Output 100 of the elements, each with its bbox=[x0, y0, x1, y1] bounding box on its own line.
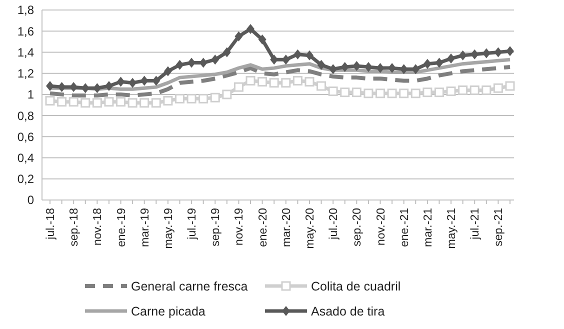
point bbox=[269, 78, 279, 88]
x-tick-label: nov.-19 bbox=[234, 208, 246, 246]
y-tick-label: 0,8 bbox=[17, 108, 34, 123]
point bbox=[292, 76, 302, 86]
x-tick-label: ene.-19 bbox=[116, 208, 128, 248]
point bbox=[128, 78, 137, 88]
point bbox=[93, 83, 102, 94]
point bbox=[410, 88, 420, 98]
x-tick-label: may.-20 bbox=[304, 208, 316, 249]
point bbox=[270, 54, 278, 65]
point bbox=[199, 58, 208, 68]
point bbox=[352, 88, 362, 98]
point bbox=[246, 24, 255, 34]
point bbox=[186, 94, 196, 104]
point bbox=[305, 50, 314, 60]
x-tick-label: mar.-20 bbox=[280, 208, 293, 247]
point bbox=[222, 90, 232, 100]
point bbox=[258, 77, 268, 87]
point bbox=[364, 62, 372, 72]
point bbox=[163, 96, 173, 106]
legend-label: General carne fresca bbox=[131, 279, 248, 294]
point bbox=[68, 97, 78, 107]
point bbox=[234, 31, 243, 42]
point bbox=[304, 77, 314, 87]
point bbox=[412, 64, 420, 74]
x-tick-label: may.-21 bbox=[446, 208, 458, 249]
y-tick-label: 0,6 bbox=[17, 130, 34, 144]
point bbox=[152, 76, 160, 86]
x-tick-label: sep.-21 bbox=[493, 208, 506, 246]
point bbox=[317, 60, 326, 70]
point bbox=[104, 81, 113, 91]
point bbox=[493, 83, 503, 93]
point bbox=[399, 88, 409, 98]
point bbox=[80, 98, 90, 108]
point bbox=[447, 54, 456, 64]
y-tick-label: 0 bbox=[27, 193, 34, 208]
point bbox=[92, 98, 102, 108]
point bbox=[282, 54, 290, 65]
x-tick-label: ene.-21 bbox=[398, 208, 411, 248]
point bbox=[340, 88, 350, 98]
point bbox=[198, 94, 208, 104]
point bbox=[470, 85, 480, 95]
y-tick-label: 1 bbox=[27, 88, 34, 102]
point bbox=[482, 48, 490, 58]
point bbox=[376, 88, 386, 98]
point bbox=[446, 86, 456, 96]
point bbox=[316, 81, 326, 91]
point bbox=[423, 58, 432, 69]
point bbox=[210, 92, 220, 102]
point bbox=[458, 85, 468, 95]
point bbox=[376, 63, 384, 74]
point bbox=[258, 34, 266, 45]
point bbox=[387, 88, 397, 98]
point bbox=[176, 60, 184, 70]
x-tick-label: sep.-20 bbox=[352, 208, 364, 246]
x-tick-label: sep.-19 bbox=[210, 208, 222, 246]
legend-label: Asado de tira bbox=[311, 304, 385, 318]
point bbox=[174, 94, 184, 104]
x-tick-label: mar.-19 bbox=[139, 208, 152, 247]
point bbox=[188, 58, 196, 68]
point bbox=[281, 78, 291, 88]
point bbox=[388, 63, 396, 74]
point bbox=[458, 50, 467, 60]
line-series bbox=[48, 65, 512, 98]
point bbox=[46, 81, 54, 91]
point bbox=[505, 81, 515, 91]
x-tick-label: jul.-20 bbox=[328, 208, 340, 240]
point bbox=[128, 98, 138, 108]
point bbox=[328, 86, 338, 96]
point bbox=[470, 49, 479, 60]
point bbox=[506, 46, 514, 56]
point bbox=[352, 60, 361, 71]
point bbox=[104, 97, 114, 107]
legend-label: Carne picada bbox=[131, 304, 206, 318]
x-tick-label: nov.-20 bbox=[375, 208, 388, 246]
x-tick-label: sep.-18 bbox=[68, 208, 81, 246]
x-tick-label: mar.-21 bbox=[422, 208, 434, 247]
y-tick-label: 1,6 bbox=[17, 24, 34, 38]
point bbox=[222, 47, 231, 58]
y-tick-label: 1,8 bbox=[17, 3, 34, 18]
point bbox=[364, 88, 374, 98]
x-tick-label: ene.-20 bbox=[257, 208, 270, 248]
point bbox=[70, 82, 78, 92]
point bbox=[234, 82, 244, 92]
point bbox=[58, 82, 66, 92]
x-tick-label: jul.-19 bbox=[186, 208, 199, 240]
x-tick-label: jul.-21 bbox=[470, 208, 482, 240]
point bbox=[211, 54, 220, 65]
y-tick-label: 1,2 bbox=[17, 66, 34, 81]
point bbox=[164, 66, 172, 76]
x-tick-label: nov.-18 bbox=[92, 208, 104, 246]
point bbox=[116, 76, 125, 87]
point bbox=[116, 97, 126, 107]
point bbox=[482, 85, 492, 95]
point bbox=[81, 83, 90, 94]
point bbox=[494, 47, 502, 58]
point bbox=[434, 88, 444, 98]
point bbox=[400, 64, 408, 74]
legend-label: Colita de cuadril bbox=[311, 279, 401, 294]
point bbox=[294, 49, 302, 60]
